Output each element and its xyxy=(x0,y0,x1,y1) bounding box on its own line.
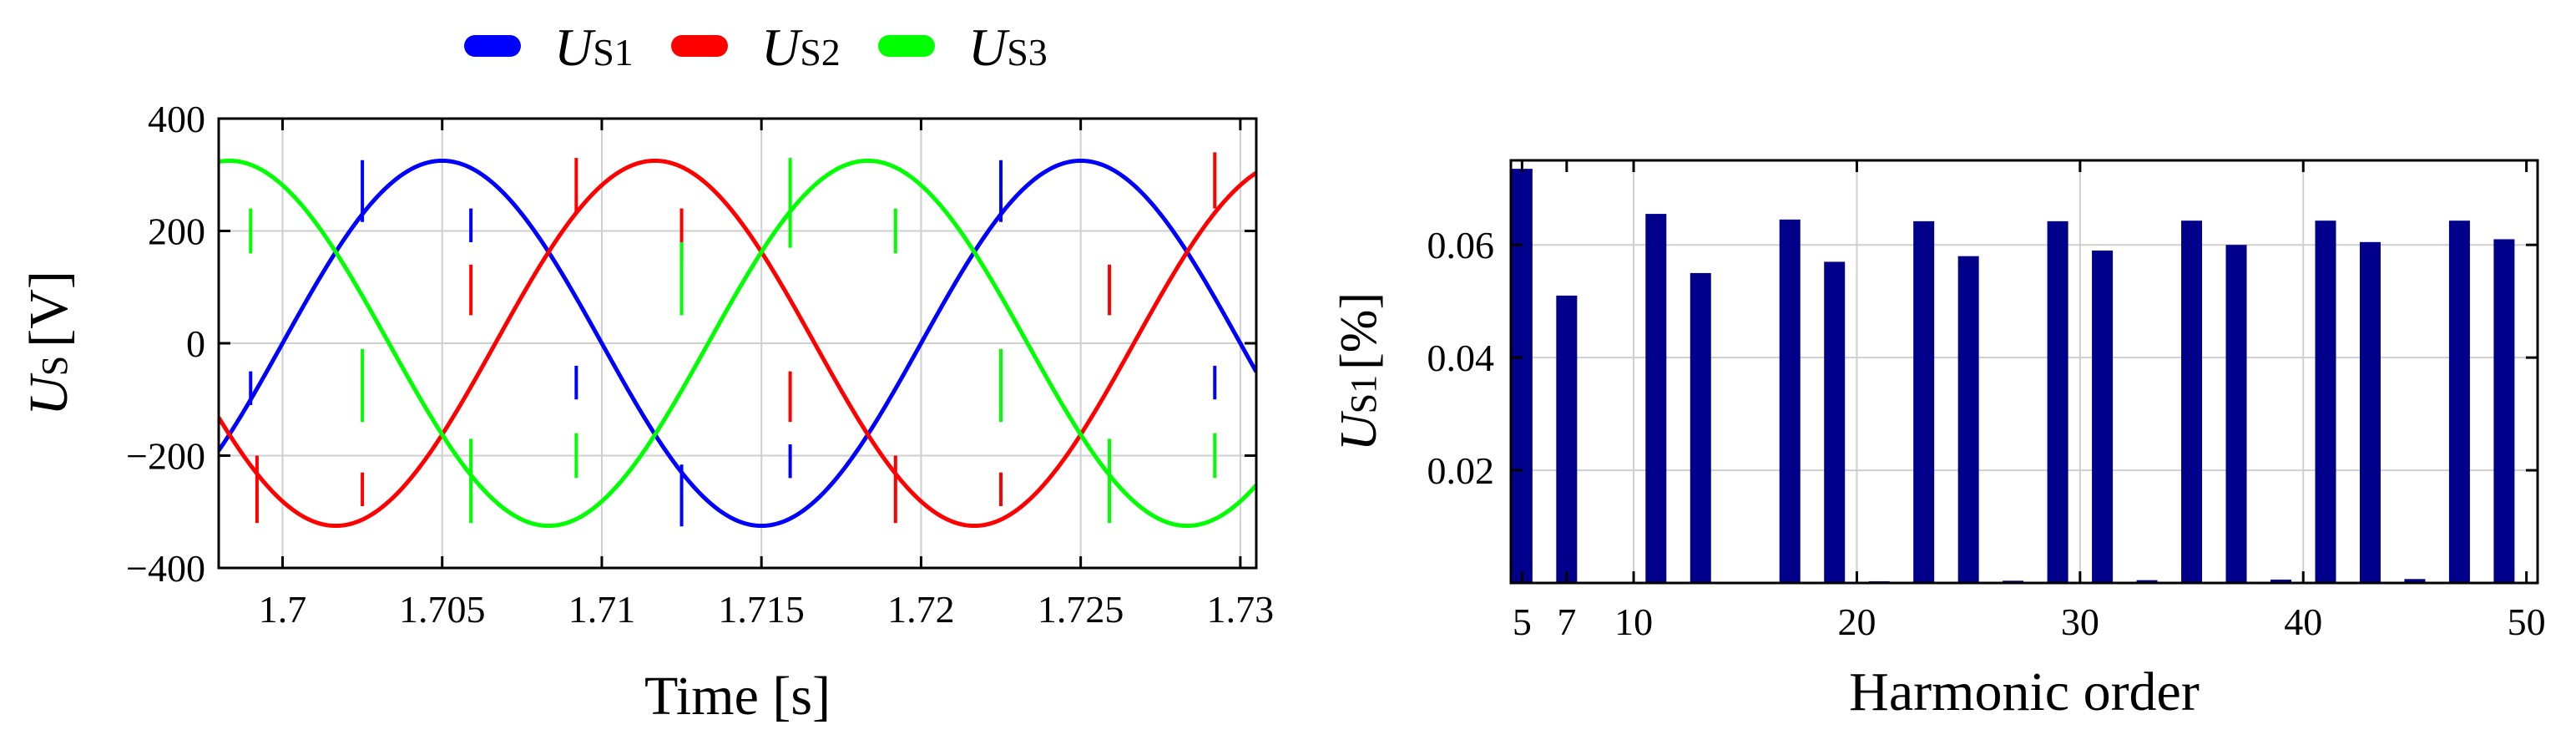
x-tick-label: 1.73 xyxy=(1207,588,1275,631)
bar-h35 xyxy=(2181,220,2203,583)
x-tick-label: 1.725 xyxy=(1038,588,1124,631)
y-tick-label: 400 xyxy=(148,98,205,140)
bar-h13 xyxy=(1690,272,1711,583)
y-tick-label: −200 xyxy=(126,435,205,478)
series-line-s2 xyxy=(219,158,1256,529)
y-tick-label: 0.02 xyxy=(1427,449,1495,492)
y-axis-label-unit: [V] xyxy=(18,271,79,347)
x-tick-label: 20 xyxy=(1837,601,1876,643)
x-tick-label: 5 xyxy=(1513,601,1532,643)
bar-h39 xyxy=(2270,579,2291,583)
bar-h29 xyxy=(2047,220,2068,583)
legend-label-symbol: U xyxy=(968,18,1010,77)
legend-swatch-s1 xyxy=(464,35,521,57)
legend-label-s1: US1 xyxy=(554,18,634,77)
legend-label-symbol: U xyxy=(554,18,596,77)
legend-label-subscript: S2 xyxy=(800,31,841,73)
bar-h43 xyxy=(2359,241,2381,583)
legend-swatch-s3 xyxy=(878,35,935,57)
bar-h37 xyxy=(2225,245,2247,583)
x-tick-label: 1.705 xyxy=(399,588,486,631)
legend: US1 US2 US3 xyxy=(464,18,1048,77)
series-line-s1 xyxy=(219,158,1256,529)
plot-frame xyxy=(1509,159,2539,585)
y-axis-label: US [V] xyxy=(18,271,79,416)
x-tick-label: 40 xyxy=(2284,601,2322,643)
x-tick-label: 10 xyxy=(1614,601,1653,643)
x-tick-label: 7 xyxy=(1557,601,1576,643)
bar-h7 xyxy=(1556,295,1578,583)
legend-swatch-s2 xyxy=(671,35,728,57)
x-tick-label: 1.715 xyxy=(718,588,805,631)
y-axis-label-symbol: U xyxy=(1331,410,1387,451)
x-tick-label: 50 xyxy=(2508,601,2546,643)
y-tick-label: 0.06 xyxy=(1427,224,1495,266)
x-tick-label: 1.7 xyxy=(259,588,307,631)
bar-h5 xyxy=(1511,169,1533,583)
y-axis-label: US1 [%] xyxy=(1331,292,1387,451)
voltage-waveform-chart: 1.7 1.705 1.71 1.715 1.72 1.725 1.73 −400 −200 0 2… xyxy=(18,18,1274,727)
bar-h31 xyxy=(2092,250,2114,583)
bar-h33 xyxy=(2136,580,2158,583)
y-axis-label-unit: [%] xyxy=(1331,292,1387,370)
y-axis-label-symbol: U xyxy=(18,373,79,416)
y-tick-label: 0 xyxy=(186,322,205,365)
bar-h25 xyxy=(1957,256,1979,583)
bar-h23 xyxy=(1913,220,1935,583)
x-tick-label: 1.71 xyxy=(568,588,636,631)
legend-label-s2: US2 xyxy=(761,18,841,77)
bar-h11 xyxy=(1645,214,1667,583)
legend-label-subscript: S3 xyxy=(1007,31,1048,73)
x-axis-label: Time [s] xyxy=(644,666,831,727)
legend-label-s3: US3 xyxy=(968,18,1048,77)
y-tick-label: 200 xyxy=(148,210,205,253)
x-tick-label: 30 xyxy=(2061,601,2099,643)
y-axis-label-subscript: S xyxy=(34,356,75,376)
bar-h45 xyxy=(2404,579,2426,583)
y-axis-label-subscript: S1 xyxy=(1343,375,1384,413)
legend-label-symbol: U xyxy=(761,18,803,77)
bar-h49 xyxy=(2493,239,2515,583)
y-tick-label: −400 xyxy=(126,547,205,590)
series-group xyxy=(219,152,1256,529)
legend-label-subscript: S1 xyxy=(593,31,634,73)
bar-h47 xyxy=(2448,220,2470,583)
bar-h41 xyxy=(2315,220,2336,583)
bar-h17 xyxy=(1779,219,1801,583)
harmonic-spectrum-chart: 5 7 10 20 30 40 50 0.02 0.04 0.06 Harmonic order US… xyxy=(1331,159,2546,722)
series-line-s3 xyxy=(219,158,1256,529)
y-tick-label: 0.04 xyxy=(1427,337,1495,379)
x-tick-label: 1.72 xyxy=(887,588,955,631)
bar-h19 xyxy=(1824,261,1846,583)
x-axis-label: Harmonic order xyxy=(1849,661,2200,722)
